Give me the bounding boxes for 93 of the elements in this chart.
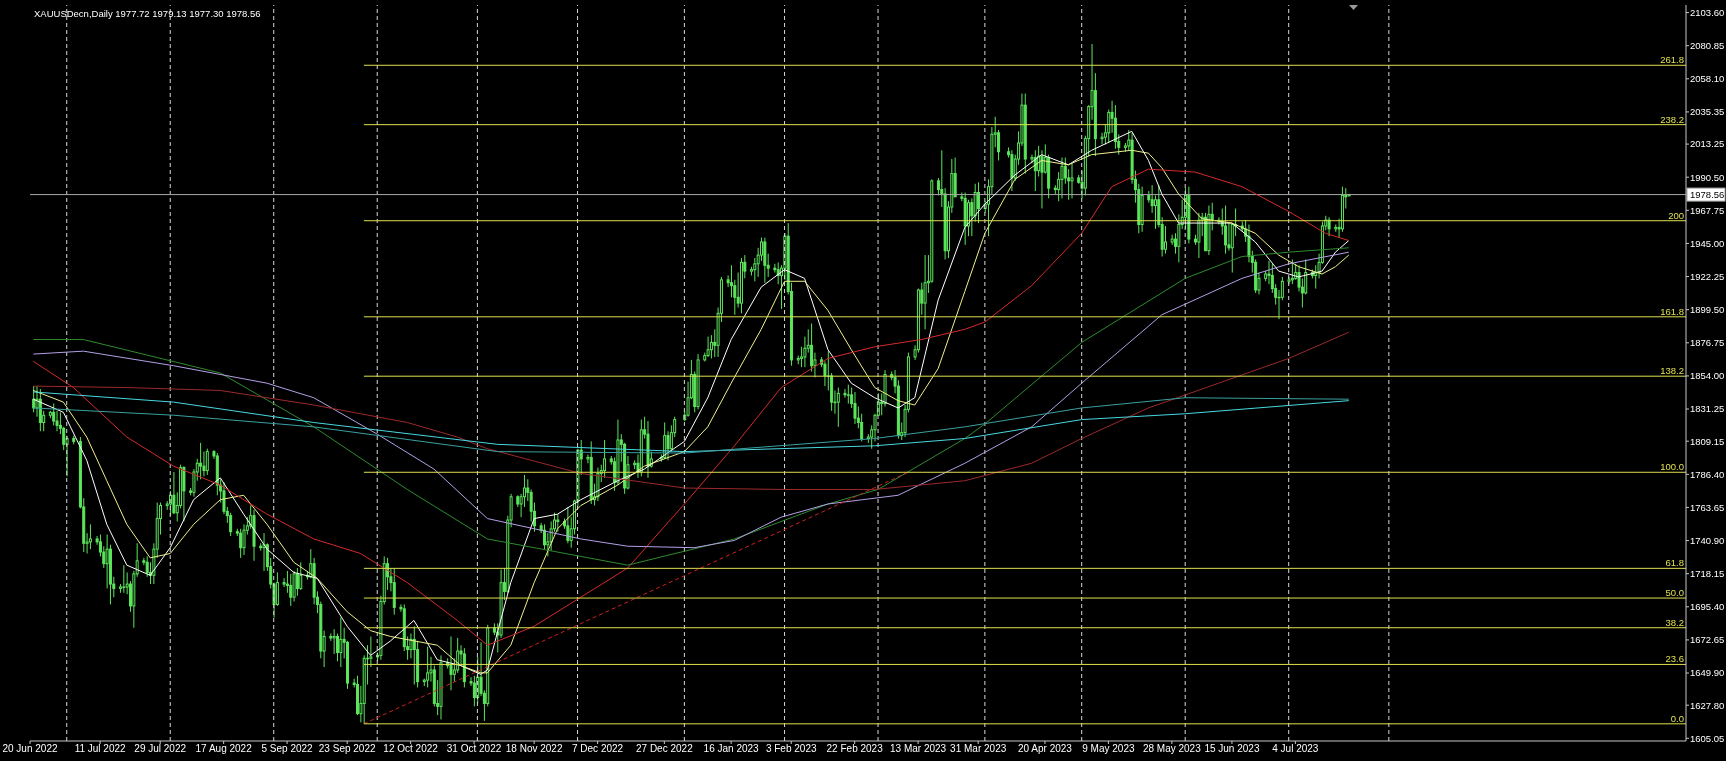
candlestick [1040,149,1044,210]
chart-title: XAUUSDecn,Daily 1977.72 1979.13 1977.30 1978.56 [34,8,261,20]
candlestick [546,532,550,557]
line-series [32,331,1350,490]
series-label: 200 [1668,209,1684,221]
x-tick-label: 16 Jan 2023 [703,743,760,755]
y-tick-label: 1876.75 [1690,337,1725,349]
candlestick [666,430,670,461]
series-label: 61.8 [1665,557,1684,569]
y-tick-label: 2058.10 [1690,73,1725,85]
x-tick-label: 29 Jul 2022 [134,743,187,755]
x-tick-label: 12 Oct 2022 [383,743,439,755]
x-tick-label: 27 Dec 2022 [636,743,694,755]
candlestick [763,237,767,284]
y-tick-label: 2013.25 [1690,138,1725,150]
x-tick-label: 22 Feb 2023 [826,743,884,755]
candlestick [339,617,343,668]
candlestick [836,387,840,428]
series-label: 161.8 [1660,305,1684,317]
candlestick [295,567,299,597]
y-tick-label: 2103.60 [1690,6,1725,18]
candlestick [239,528,243,559]
candlestick [1224,205,1228,255]
x-tick-label: 13 Mar 2023 [890,743,947,755]
series-label: 23.6 [1665,653,1684,665]
candlestick [105,534,109,589]
x-tick-label: 20 Jun 2022 [2,743,58,755]
series-label: 100.0 [1660,461,1684,473]
y-tick-label: 2035.35 [1690,106,1725,118]
series-label: 138.2 [1660,365,1684,377]
x-tick-label: 31 Mar 2023 [950,743,1007,755]
y-tick-label: 1649.90 [1690,667,1725,679]
y-tick-label: 1695.40 [1690,601,1725,613]
y-tick-label: 1627.80 [1690,699,1725,711]
series-label: 261.8 [1660,54,1684,66]
candlestick [706,336,710,358]
candlestick [923,254,927,330]
y-tick-label: 1718.15 [1690,568,1725,580]
series-label: 38.2 [1665,616,1684,628]
candlestick [603,439,607,479]
candlestick [1153,194,1157,230]
series-label: 0.0 [1670,712,1684,724]
ref-line-label: 1978.56 [1690,189,1725,201]
y-tick-label: 1786.40 [1690,468,1725,480]
candlestick [275,571,279,607]
candlestick [409,633,413,659]
candlestick [472,675,476,707]
series-label: 50.0 [1665,587,1684,599]
candlestick [1060,157,1064,199]
y-tick-label: 1740.90 [1690,534,1725,546]
x-tick-label: 9 May 2023 [1082,743,1135,755]
y-tick-label: 1945.00 [1690,237,1725,249]
y-tick-label: 2080.85 [1690,40,1725,52]
candlestick [810,323,814,373]
candlestick [299,561,303,591]
y-tick-label: 1922.25 [1690,270,1725,282]
candlestick [1177,213,1181,263]
candlestick [1010,149,1014,192]
candlestick [1163,225,1167,255]
y-tick-label: 1831.25 [1690,403,1725,415]
candlestick [88,523,92,550]
candlestick [426,646,430,688]
x-tick-label: 17 Aug 2022 [195,743,253,755]
x-tick-label: 5 Sep 2022 [261,743,314,755]
candlestick [846,384,850,405]
series-label: 238.2 [1660,113,1684,125]
y-tick-label: 1763.65 [1690,501,1725,513]
candlestick [1070,162,1074,199]
y-tick-label: 1809.15 [1690,435,1725,447]
candlestick [199,442,203,480]
x-tick-label: 11 Jul 2022 [74,743,127,755]
candlestick [977,181,981,224]
y-tick-label: 1854.00 [1690,370,1725,382]
x-tick-label: 15 Jun 2023 [1204,743,1260,755]
candlestick [853,391,857,425]
x-tick-label: 3 Feb 2023 [765,743,817,755]
candlestick [967,199,971,237]
y-tick-label: 1605.05 [1690,732,1725,744]
candlestick [289,573,293,607]
y-tick-label: 1672.65 [1690,634,1725,646]
x-tick-label: 20 Apr 2023 [1018,743,1073,755]
candlestick [38,388,42,432]
x-tick-label: 18 Nov 2022 [505,743,563,755]
x-tick-label: 31 Oct 2022 [446,743,502,755]
y-tick-label: 1967.75 [1690,204,1725,216]
y-tick-label: 1990.50 [1690,171,1725,183]
x-tick-label: 23 Sep 2022 [318,743,376,755]
candlestick [292,570,296,603]
x-tick-label: 4 Jul 2023 [1272,743,1319,755]
candlestick [205,448,209,476]
x-tick-label: 7 Dec 2022 [572,743,624,755]
y-tick-label: 1899.50 [1690,304,1725,316]
x-tick-label: 28 May 2023 [1142,743,1202,755]
